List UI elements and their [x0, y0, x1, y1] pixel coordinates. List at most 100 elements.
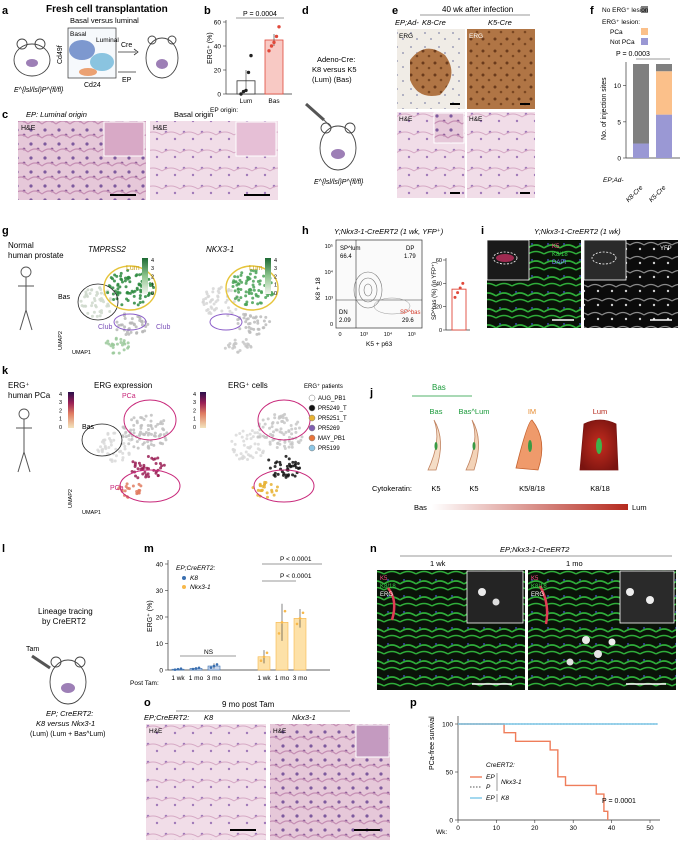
umap-point [210, 306, 214, 310]
inset-basal [235, 121, 277, 157]
cluster-outline-club [209, 313, 243, 331]
label-basal: Basal [70, 31, 87, 38]
umap-point [115, 274, 119, 278]
label-genotype: EP; CreERT2: [46, 709, 93, 718]
bar-y-axis-label: SP^bas (%) (in YFP⁺) [431, 262, 438, 320]
umap-tmprss2 [77, 265, 157, 355]
cluster-outline-club [113, 313, 147, 331]
umap-point [252, 269, 256, 273]
annotation-ns: NS [204, 649, 214, 656]
label-ep: EP [122, 77, 132, 84]
legend-label: AUG_PB1 [318, 396, 346, 402]
bars: Lum Bas [236, 25, 284, 105]
panel-letter: h [302, 225, 309, 237]
umap-point [152, 457, 156, 461]
umap-point [123, 489, 127, 493]
umap-point [233, 275, 237, 279]
umap-point [287, 439, 291, 443]
legend-swatch-no-erg [641, 6, 648, 13]
umap-point [116, 287, 120, 291]
x-tick-label: Bas [268, 98, 280, 105]
umap-point [216, 289, 220, 293]
channel-label-k5: K5 [552, 244, 560, 250]
umap-point [251, 279, 255, 283]
umap-point [156, 473, 160, 477]
scale-label: 1 [274, 283, 277, 289]
umap-point [232, 300, 236, 304]
y-tick-label: 0 [439, 328, 442, 334]
gate-label-dp: DP [406, 246, 414, 252]
umap-point [262, 326, 266, 330]
cell-nucleus [596, 438, 602, 454]
axis-right-label: Lum [632, 503, 647, 512]
cluster-label-pca: PCa [110, 485, 124, 492]
umap-point [214, 306, 218, 310]
panel-letter: l [2, 543, 5, 555]
gene-label-nkx3-1: NKX3-1 [206, 245, 234, 254]
umap-point [233, 442, 237, 446]
erg-positive-region [410, 48, 452, 96]
umap-erg-cells [230, 399, 315, 503]
legend-ep: EP [486, 774, 495, 781]
inset-he-k8 [433, 112, 465, 144]
umap-point [127, 434, 131, 438]
panel-title: 9 mo post Tam [222, 700, 275, 709]
umap-point [125, 482, 129, 486]
panel-title: 40 wk after infection [442, 5, 513, 14]
umap-point [238, 348, 242, 352]
scale-label: 1 [59, 417, 62, 423]
color-scale-labels: 4 4 3 3 2 2 1 1 0 0 [59, 392, 196, 431]
umap-point [162, 433, 166, 437]
facs-basal-population [69, 40, 95, 60]
umap-point [99, 291, 103, 295]
umap-point [132, 294, 136, 298]
umap-point [278, 442, 282, 446]
umap-point [227, 306, 231, 310]
umap-point [118, 285, 122, 289]
y-tick-label: 5 [617, 119, 621, 126]
umap-point [121, 458, 125, 462]
data-point [272, 40, 276, 45]
legend-swatch-pca [641, 28, 648, 35]
annotation-p1: P < 0.0001 [280, 556, 312, 563]
x-ticks: 0 10³ 10⁴ 10⁵ [338, 331, 416, 338]
umap-point [257, 289, 261, 293]
y-tick-label: 30 [156, 588, 164, 595]
umap-point [243, 342, 247, 346]
y-tick-label: 100 [442, 722, 453, 729]
panel-g: g Normal human prostate TMPRSS2 NKX3-1 4… [2, 225, 279, 356]
umap-point [138, 283, 142, 287]
panel-letter: d [302, 5, 309, 17]
umap-point [119, 274, 123, 278]
umap-point [141, 432, 145, 436]
data-point [244, 88, 248, 93]
umap-point [237, 457, 241, 461]
umap-point [269, 293, 273, 297]
channel-label-k818: K8/18 [531, 584, 547, 590]
umap-point [264, 323, 268, 327]
umap-point [132, 301, 136, 305]
umap-point [129, 330, 133, 334]
umap-point [250, 292, 254, 296]
umap-point [90, 288, 94, 292]
panel-letter: b [204, 5, 211, 17]
umap-point [125, 330, 129, 334]
umap-point [137, 491, 141, 495]
genotype-label: E^{lsl/lsl}P^{fl/fl} [14, 87, 64, 94]
y-tick-label: 0 [330, 322, 333, 328]
data-point [456, 291, 460, 295]
umap-point [235, 283, 239, 287]
umap-point [160, 464, 164, 468]
umap-point [136, 467, 140, 471]
umap-point [130, 469, 134, 473]
data-point [173, 668, 177, 671]
gate-label-dn: DN [339, 310, 348, 316]
column-k5-cre: K5-Cre [488, 18, 512, 27]
inset-1mo [619, 570, 675, 624]
umap-point [131, 484, 135, 488]
umap-point [245, 279, 249, 283]
umap-point [245, 433, 249, 437]
gate-label-sp-bas: SP^bas [400, 310, 421, 316]
umap-point [121, 456, 125, 460]
y-ticks: 0 10 20 30 40 [156, 562, 168, 675]
